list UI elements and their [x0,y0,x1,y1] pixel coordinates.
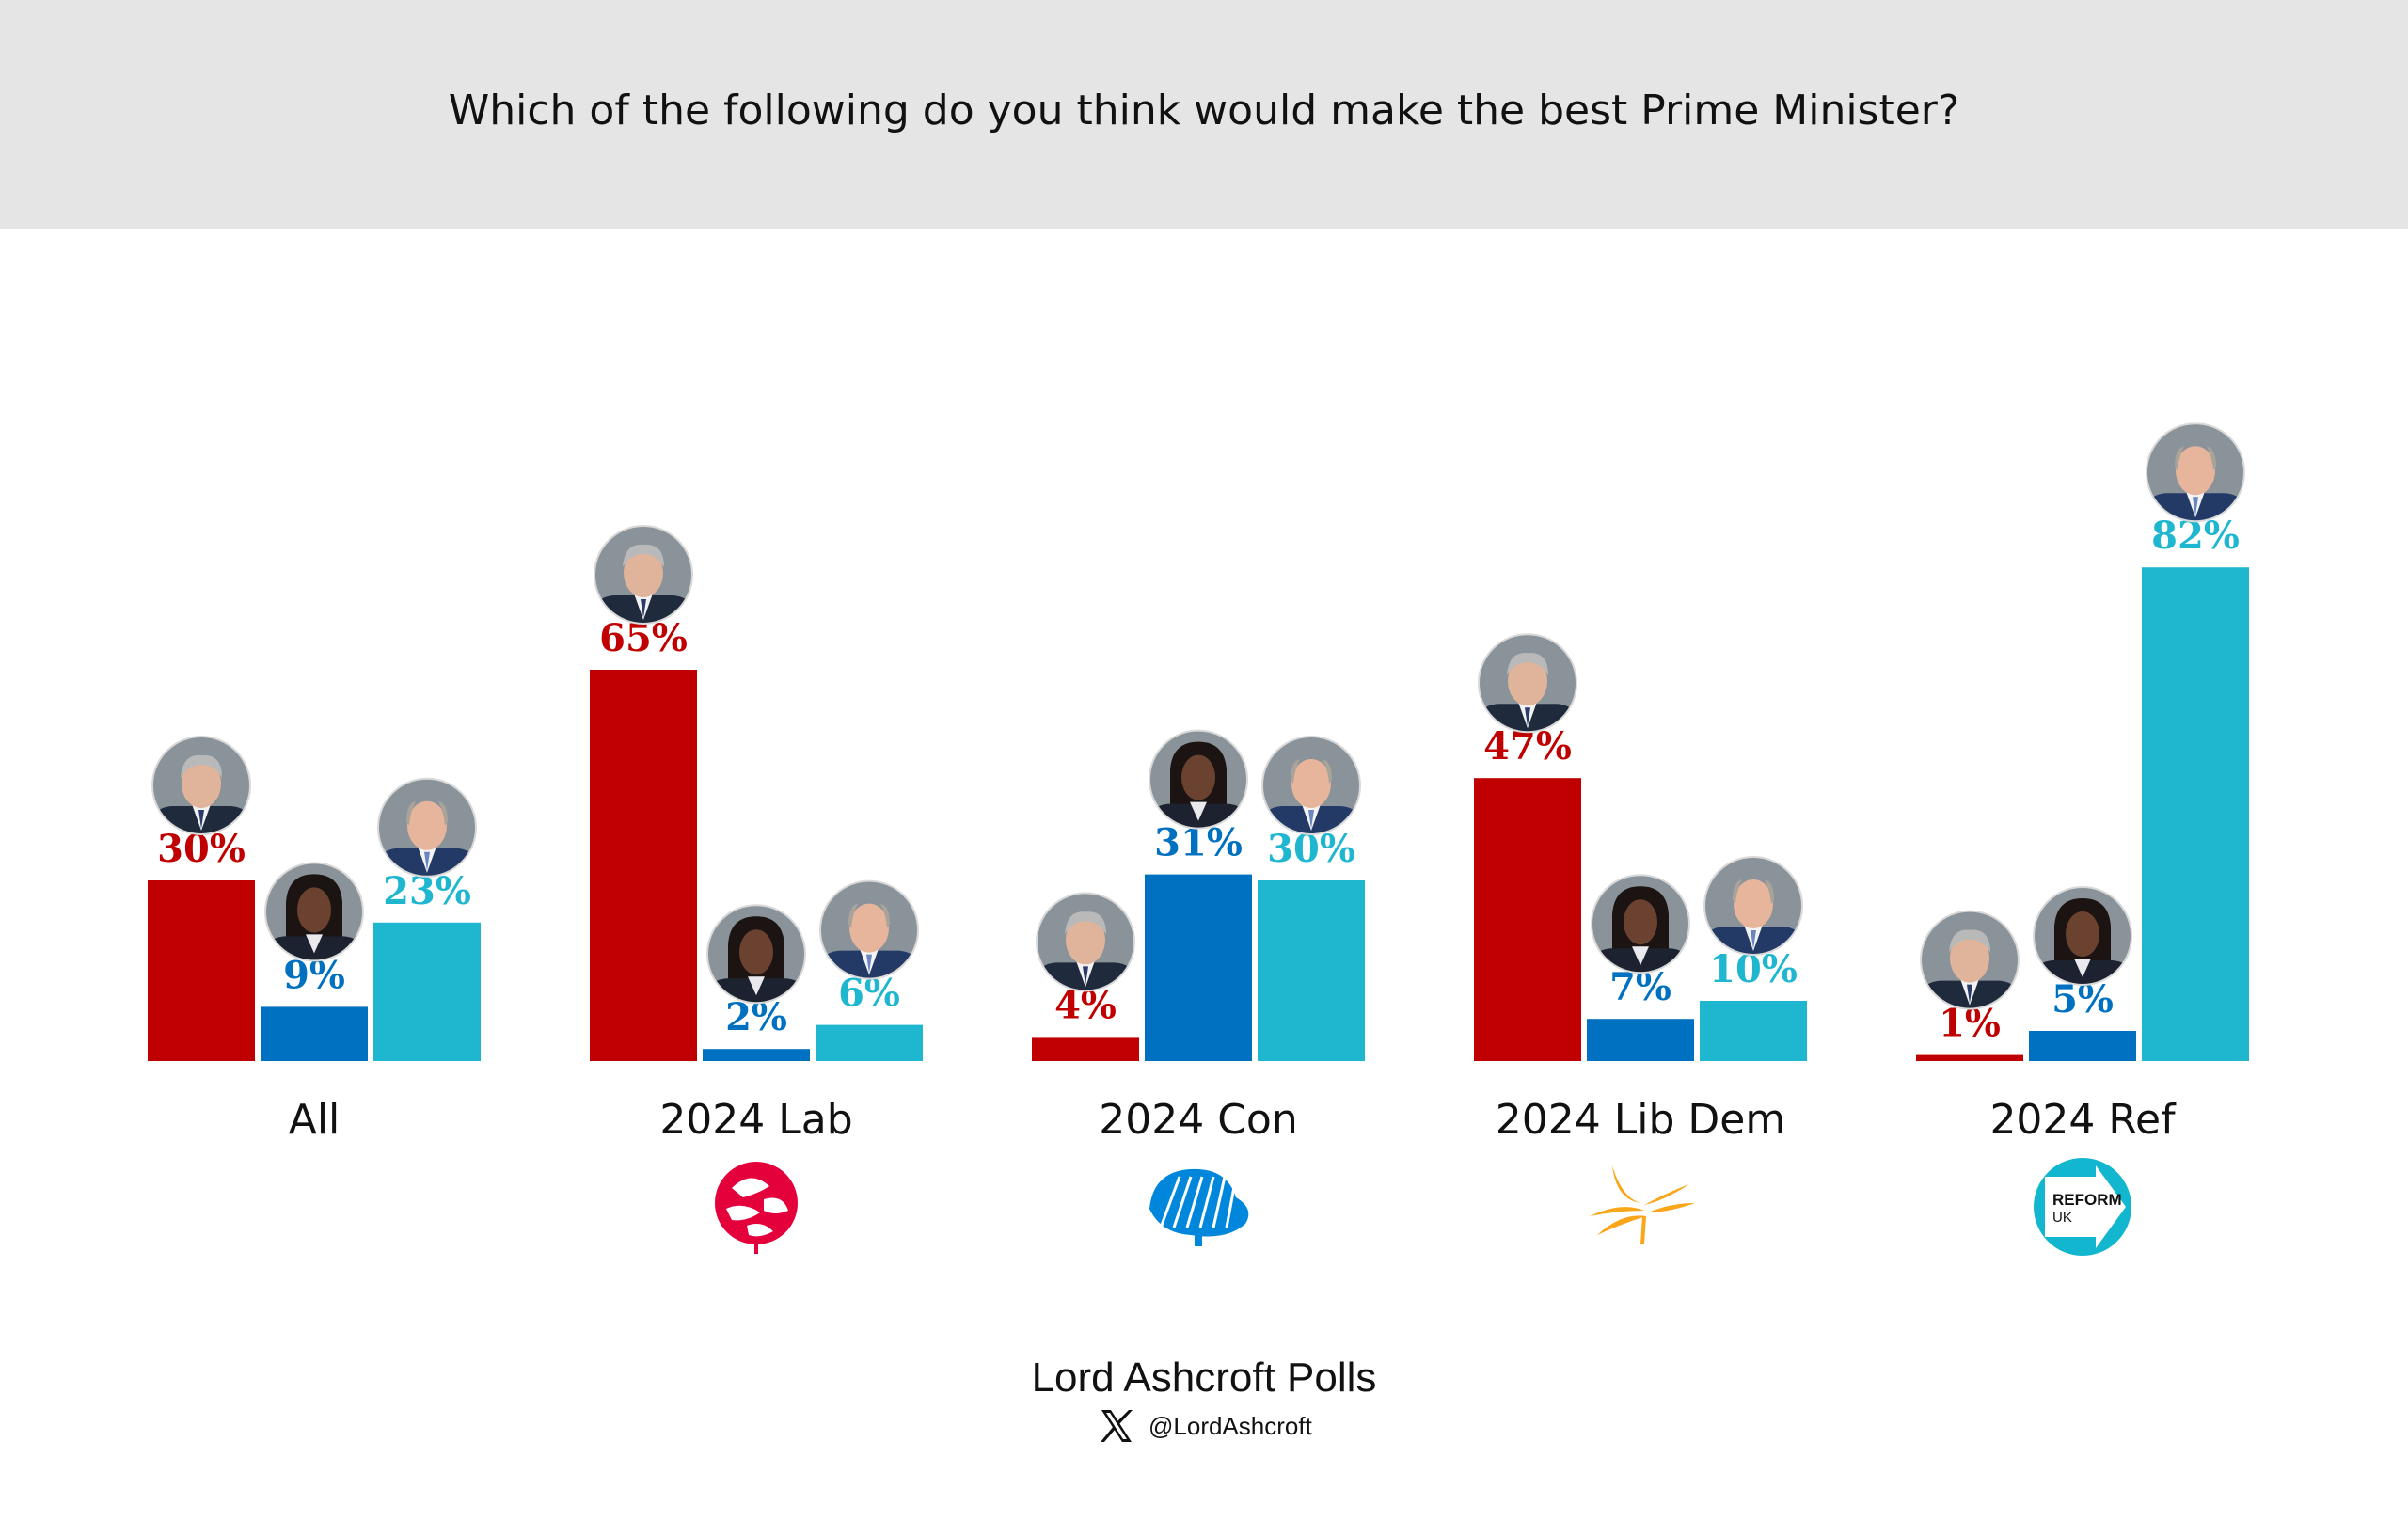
twitter-handle: @LordAshcroft [1149,1411,1312,1440]
farage-portrait-icon [1261,736,1361,835]
bar-2024-ref-s3 [2142,567,2249,1061]
farage-portrait-icon [1703,856,1803,956]
bar-2024-lab-s2 [703,1049,810,1061]
bar-2024-lab-s3 [816,1024,923,1061]
bar-2024-con-s2 [1145,874,1252,1061]
farage-portrait-icon [819,879,919,980]
farage-portrait-icon [2146,422,2245,523]
footer-handle[interactable]: @LordAshcroft [1098,1405,1312,1447]
bar-2024-lib-dem-s3 [1700,1001,1807,1061]
libdem-bird-logo [1590,1165,1695,1245]
badenoch-portrait-icon [264,862,364,962]
starmer-portrait-icon [1036,892,1135,992]
category-label: 2024 Con [1099,1096,1298,1144]
badenoch-portrait-icon [1591,874,1690,974]
bar-2024-con-s1 [1032,1037,1139,1061]
category-label: 2024 Lab [659,1096,852,1144]
badenoch-portrait-icon [1149,729,1248,830]
farage-portrait-icon [377,777,477,878]
bar-2024-lab-s1 [590,670,697,1061]
header-banner: Which of the following do you think woul… [0,0,2408,229]
category-label: All [289,1096,341,1144]
badenoch-portrait-icon [706,904,806,1005]
bar-all-s2 [261,1006,368,1061]
bar-2024-lib-dem-s1 [1474,778,1581,1061]
bar-2024-ref-s2 [2029,1031,2136,1061]
reform-logo-text: REFORM [2052,1191,2122,1209]
category-label: 2024 Lib Dem [1496,1096,1785,1144]
chart-title: Which of the following do you think woul… [448,87,1960,135]
conservative-tree-logo [1149,1168,1249,1246]
bar-2024-lib-dem-s2 [1587,1019,1694,1061]
category-label: 2024 Ref [1989,1096,2177,1144]
starmer-portrait-icon [151,736,251,835]
x-logo-icon [1101,1410,1133,1442]
badenoch-portrait-icon [2033,886,2132,986]
labour-rose-logo [715,1162,798,1254]
reform-logo-text: UK [2052,1210,2072,1226]
bar-all-s3 [373,922,481,1061]
starmer-portrait-icon [1920,910,2020,1010]
bar-2024-ref-s1 [1916,1054,2023,1061]
starmer-portrait-icon [594,525,693,625]
starmer-portrait-icon [1478,633,1577,734]
bar-2024-con-s3 [1258,880,1365,1061]
footer-title: Lord Ashcroft Polls [1031,1355,1377,1401]
bar-all-s1 [148,880,255,1061]
